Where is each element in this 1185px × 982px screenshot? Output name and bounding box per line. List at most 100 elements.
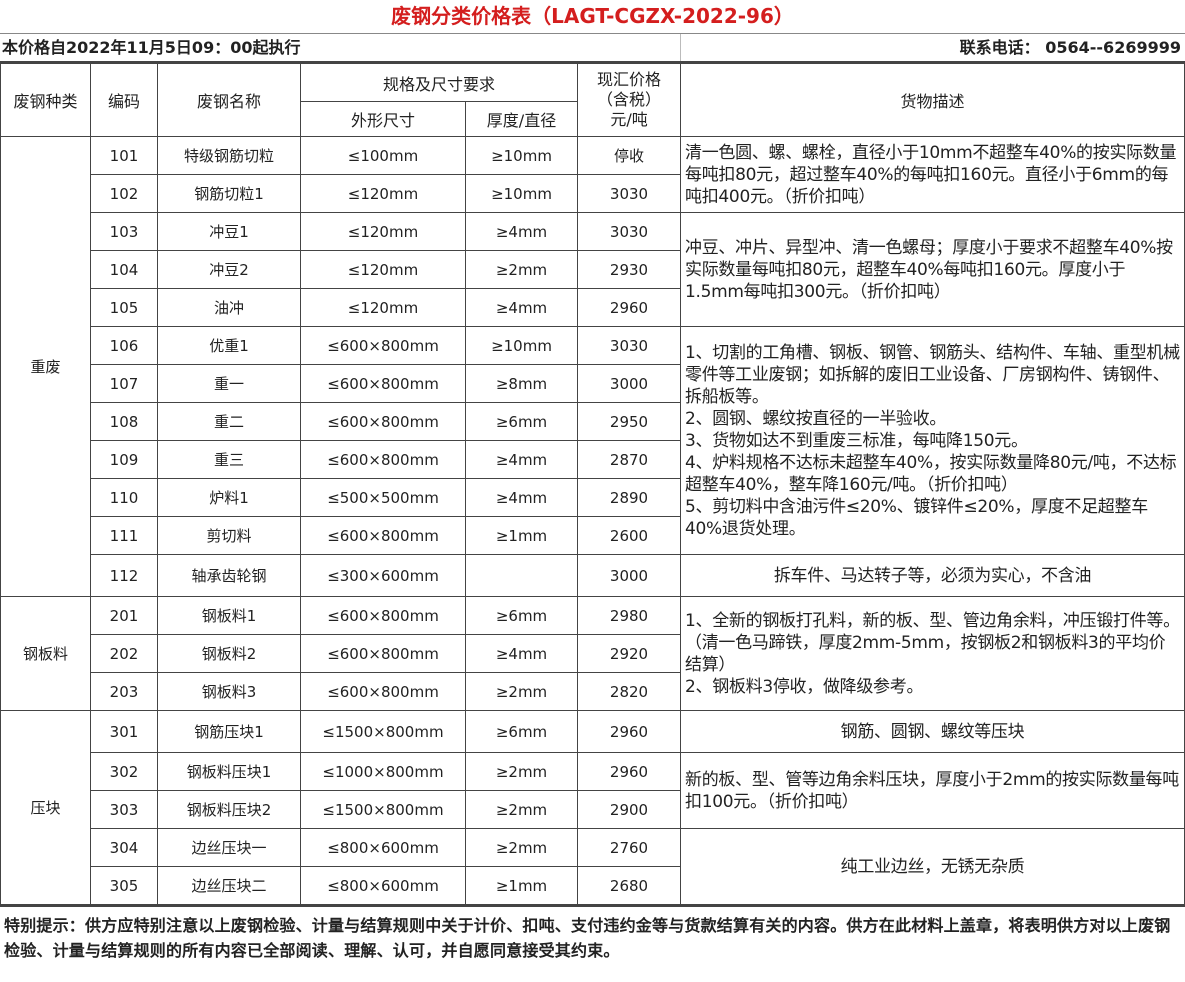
price-cell: 2930 bbox=[577, 250, 682, 289]
table-row: 303 钢板料压块2 ≤1500×800mm ≥2mm 2900 bbox=[1, 790, 1185, 829]
code-cell: 106 bbox=[90, 326, 158, 365]
table-row: 202 钢板料2 ≤600×800mm ≥4mm 2920 bbox=[1, 634, 1185, 673]
category-cell: 重废 bbox=[0, 136, 91, 597]
name-cell: 炉料1 bbox=[157, 478, 301, 517]
outer-size-cell: ≤600×800mm bbox=[300, 402, 466, 441]
thickness-cell: ≥4mm bbox=[464, 212, 579, 251]
price-cell: 停收 bbox=[577, 136, 682, 175]
header-price: 现汇价格 （含税） 元/吨 bbox=[577, 63, 682, 137]
table-row: 305 边丝压块二 ≤800×600mm ≥1mm 2680 bbox=[1, 866, 1185, 905]
thickness-cell: ≥8mm bbox=[464, 364, 579, 403]
code-cell: 109 bbox=[90, 440, 158, 479]
code-cell: 202 bbox=[90, 634, 158, 673]
price-cell: 2950 bbox=[577, 402, 682, 441]
price-cell: 2870 bbox=[577, 440, 682, 479]
code-cell: 101 bbox=[90, 136, 158, 175]
table-row: 钢板料 201 钢板料1 ≤600×800mm ≥6mm 2980 1、全新的钢板打孔料，新… bbox=[0, 596, 1185, 711]
name-cell: 钢板料压块2 bbox=[157, 790, 301, 829]
header-code: 编码 bbox=[90, 63, 158, 137]
price-cell: 3030 bbox=[577, 326, 682, 365]
description-cell: 纯工业边丝，无锈无杂质 bbox=[680, 828, 1185, 905]
price-cell: 2960 bbox=[577, 288, 682, 327]
price-cell: 2600 bbox=[577, 516, 682, 555]
table-row: 102 钢筋切粒1 ≤120mm ≥10mm 3030 bbox=[1, 174, 1185, 213]
table-row: 203 钢板料3 ≤600×800mm ≥2mm 2820 bbox=[1, 672, 1185, 711]
name-cell: 油冲 bbox=[157, 288, 301, 327]
code-cell: 103 bbox=[90, 212, 158, 251]
outer-size-cell: ≤600×800mm bbox=[300, 634, 466, 673]
outer-size-cell: ≤600×800mm bbox=[300, 364, 466, 403]
name-cell: 特级钢筋切粒 bbox=[157, 136, 301, 175]
thickness-cell bbox=[464, 554, 579, 597]
description-cell: 新的板、型、管等边角余料压块，厚度小于2mm的按实际数量每吨扣100元。（折价扣… bbox=[680, 752, 1185, 829]
outer-size-cell: ≤800×600mm bbox=[300, 866, 466, 905]
name-cell: 优重1 bbox=[157, 326, 301, 365]
table-row: 109 重三 ≤600×800mm ≥4mm 2870 bbox=[1, 440, 1185, 479]
code-cell: 302 bbox=[90, 752, 158, 791]
table-row: 108 重二 ≤600×800mm ≥6mm 2950 bbox=[1, 402, 1185, 441]
header-spec: 规格及尺寸要求 bbox=[299, 63, 579, 102]
thickness-cell: ≥10mm bbox=[464, 326, 579, 365]
code-cell: 105 bbox=[90, 288, 158, 327]
thickness-cell: ≥6mm bbox=[464, 710, 579, 753]
special-notice: 特别提示：供方应特别注意以上废钢检验、计量与结算规则中关于计价、扣吨、支付违约金… bbox=[0, 905, 1185, 969]
outer-size-cell: ≤120mm bbox=[300, 288, 466, 327]
name-cell: 钢板料3 bbox=[157, 672, 301, 711]
outer-size-cell: ≤600×800mm bbox=[300, 596, 466, 635]
effective-date: 本价格自2022年11月5日09：00起执行 bbox=[0, 34, 681, 61]
thickness-cell: ≥4mm bbox=[464, 478, 579, 517]
header-category: 废钢种类 bbox=[0, 63, 91, 137]
description-cell: 1、全新的钢板打孔料，新的板、型、管边角余料，冲压锻打件等。（清一色马蹄铁，厚度… bbox=[680, 596, 1185, 711]
outer-size-cell: ≤1500×800mm bbox=[300, 790, 466, 829]
thickness-cell: ≥4mm bbox=[464, 634, 579, 673]
description-cell: 清一色圆、螺、螺栓，直径小于10mm不超整车40%的按实际数量每吨扣80元，超过… bbox=[680, 136, 1185, 213]
name-cell: 剪切料 bbox=[157, 516, 301, 555]
outer-size-cell: ≤300×600mm bbox=[300, 554, 466, 597]
code-cell: 108 bbox=[90, 402, 158, 441]
price-cell: 2960 bbox=[577, 710, 682, 753]
page-title: 废钢分类价格表（LAGT-CGZX-2022-96） bbox=[0, 0, 1185, 34]
thickness-cell: ≥1mm bbox=[464, 866, 579, 905]
name-cell: 钢板料1 bbox=[157, 596, 301, 635]
name-cell: 冲豆2 bbox=[157, 250, 301, 289]
name-cell: 轴承齿轮钢 bbox=[157, 554, 301, 597]
name-cell: 边丝压块二 bbox=[157, 866, 301, 905]
code-cell: 102 bbox=[90, 174, 158, 213]
outer-size-cell: ≤600×800mm bbox=[300, 440, 466, 479]
description-cell: 拆车件、马达转子等，必须为实心，不含油 bbox=[680, 554, 1185, 597]
category-cell: 压块 bbox=[0, 710, 91, 905]
price-cell: 2760 bbox=[577, 828, 682, 867]
thickness-cell: ≥4mm bbox=[464, 288, 579, 327]
code-cell: 111 bbox=[90, 516, 158, 555]
name-cell: 边丝压块一 bbox=[157, 828, 301, 867]
code-cell: 107 bbox=[90, 364, 158, 403]
outer-size-cell: ≤800×600mm bbox=[300, 828, 466, 867]
code-cell: 104 bbox=[90, 250, 158, 289]
outer-size-cell: ≤600×800mm bbox=[300, 672, 466, 711]
table-row: 304 边丝压块一 ≤800×600mm ≥2mm 2760 纯工业边丝，无锈无杂质 bbox=[1, 828, 1185, 905]
category-cell: 钢板料 bbox=[0, 596, 91, 711]
name-cell: 重二 bbox=[157, 402, 301, 441]
table-row: 重废 101 特级钢筋切粒 ≤100mm ≥10mm 停收 清一色圆、螺、螺栓，直径小于10… bbox=[0, 136, 1185, 597]
thickness-cell: ≥4mm bbox=[464, 440, 579, 479]
name-cell: 钢筋切粒1 bbox=[157, 174, 301, 213]
code-cell: 112 bbox=[90, 554, 158, 597]
name-cell: 冲豆1 bbox=[157, 212, 301, 251]
thickness-cell: ≥2mm bbox=[464, 250, 579, 289]
price-cell: 2890 bbox=[577, 478, 682, 517]
description-cell: 冲豆、冲片、异型冲、清一色螺母；厚度小于要求不超整车40%按实际数量每吨扣80元… bbox=[680, 212, 1185, 327]
price-cell: 3030 bbox=[577, 174, 682, 213]
outer-size-cell: ≤120mm bbox=[300, 250, 466, 289]
thickness-cell: ≥10mm bbox=[464, 136, 579, 175]
outer-size-cell: ≤120mm bbox=[300, 212, 466, 251]
thickness-cell: ≥2mm bbox=[464, 790, 579, 829]
price-cell: 3030 bbox=[577, 212, 682, 251]
outer-size-cell: ≤1000×800mm bbox=[300, 752, 466, 791]
code-cell: 203 bbox=[90, 672, 158, 711]
info-row: 本价格自2022年11月5日09：00起执行 联系电话： 0564--62699… bbox=[0, 34, 1185, 63]
price-cell: 2960 bbox=[577, 752, 682, 791]
outer-size-cell: ≤600×800mm bbox=[300, 516, 466, 555]
outer-size-cell: ≤120mm bbox=[300, 174, 466, 213]
thickness-cell: ≥2mm bbox=[464, 752, 579, 791]
thickness-cell: ≥2mm bbox=[464, 672, 579, 711]
